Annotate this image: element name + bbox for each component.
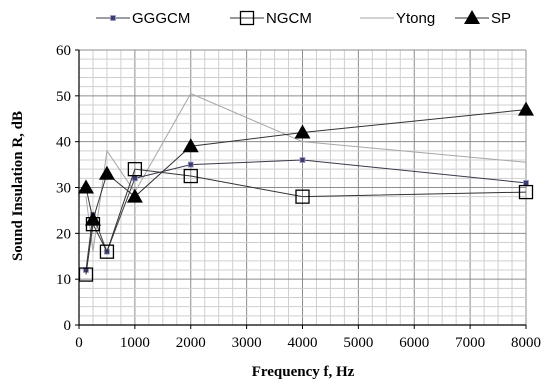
x-tick-label: 7000: [455, 335, 485, 351]
x-tick-label: 2000: [176, 335, 206, 351]
data-point-sp: [77, 179, 94, 194]
legend-swatch-marker: [110, 15, 116, 21]
legend-swatch-marker: [464, 10, 480, 24]
legend: GGGCM NGCM Ytong SP: [96, 10, 511, 27]
data-point-ngcm: [127, 162, 143, 177]
legend-item-ngcm: NGCM: [230, 10, 312, 27]
legend-item-ytong: Ytong: [360, 10, 435, 27]
data-point-gggcm: [299, 157, 306, 163]
legend-label: SP: [491, 10, 511, 27]
y-tick-label: 30: [56, 181, 71, 197]
data-point-sp: [182, 138, 199, 153]
x-axis-title: Frequency f, Hz: [252, 364, 355, 380]
x-tick-label: 5000: [343, 335, 373, 351]
legend-label: NGCM: [266, 10, 312, 27]
y-tick-labels: 0 10 20 30 40 50 60: [56, 43, 79, 334]
y-axis-title: Sound Insulation R, dB: [10, 111, 26, 261]
series-ngcm: [78, 162, 534, 282]
series-ytong: [85, 92, 527, 252]
x-tick-label: 4000: [288, 335, 318, 351]
x-tick-label: 1000: [120, 335, 150, 351]
legend-item-sp: SP: [455, 10, 511, 27]
x-tick-label: 3000: [232, 335, 262, 351]
data-point-gggcm: [523, 180, 529, 186]
series-layer: [77, 92, 534, 282]
series-sp: [77, 101, 534, 226]
y-tick-label: 60: [56, 43, 71, 59]
series-line-ytong: [85, 92, 527, 252]
data-point-sp: [98, 165, 115, 180]
data-point-ngcm: [99, 244, 115, 259]
x-tick-label: 6000: [399, 335, 429, 351]
data-point-gggcm: [131, 175, 138, 182]
data-point-sp: [84, 211, 101, 226]
x-tick-label: 0: [75, 335, 83, 351]
legend-label: Ytong: [396, 10, 435, 27]
data-point-sp: [126, 188, 143, 203]
y-tick-label: 0: [64, 318, 72, 334]
data-point-ngcm: [78, 267, 94, 282]
data-point-sp: [294, 124, 311, 139]
data-point-ngcm: [183, 168, 198, 184]
series-line-ngcm: [85, 168, 527, 275]
data-point-sp: [518, 101, 534, 116]
y-tick-label: 40: [56, 135, 71, 151]
data-point-ngcm: [518, 184, 534, 200]
legend-item-gggcm: GGGCM: [96, 10, 190, 27]
y-tick-label: 10: [56, 272, 71, 288]
y-tick-label: 20: [56, 226, 71, 242]
data-point-gggcm: [187, 161, 194, 168]
x-tick-labels: 0 1000 2000 3000 4000 5000 6000 7000 8000: [75, 325, 541, 351]
legend-swatch-marker: [239, 10, 255, 26]
x-tick-label: 8000: [511, 335, 541, 351]
legend-label: GGGCM: [132, 10, 190, 27]
grid: [78, 49, 527, 326]
y-tick-label: 50: [56, 89, 71, 105]
data-point-ngcm: [295, 189, 310, 204]
